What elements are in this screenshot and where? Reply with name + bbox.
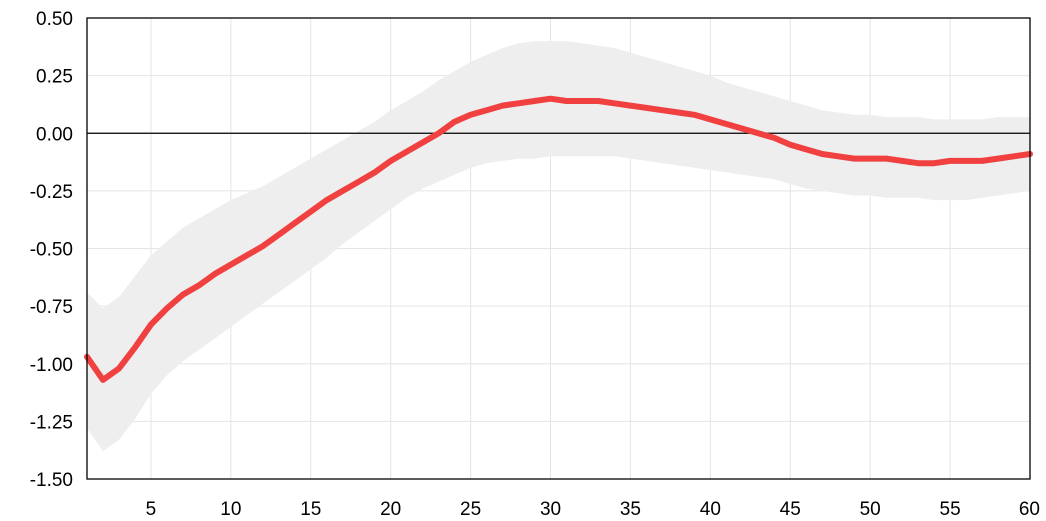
x-tick-label: 50 xyxy=(860,499,881,520)
y-tick-label: 0.25 xyxy=(36,67,73,88)
x-tick-label: 60 xyxy=(1019,499,1040,520)
y-tick-label: -1.25 xyxy=(30,412,73,433)
x-tick-label: 15 xyxy=(300,499,321,520)
x-tick-label: 20 xyxy=(380,499,401,520)
x-tick-label: 35 xyxy=(620,499,641,520)
x-tick-label: 40 xyxy=(700,499,721,520)
x-tick-label: 30 xyxy=(540,499,561,520)
x-tick-label: 10 xyxy=(220,499,241,520)
x-tick-label: 45 xyxy=(780,499,801,520)
x-tick-label: 5 xyxy=(146,499,157,520)
x-tick-label: 55 xyxy=(940,499,961,520)
y-axis-tick-labels: 0.50 0.25 0.00 -0.25 -0.50 -0.75 -1.00 -1.25 -1.… xyxy=(30,9,73,491)
y-tick-label: -0.75 xyxy=(30,297,73,318)
y-tick-label: 0.50 xyxy=(36,9,73,30)
y-tick-label: -1.00 xyxy=(30,355,73,376)
y-tick-label: -0.50 xyxy=(30,240,73,261)
y-tick-label: 0.00 xyxy=(36,124,73,145)
y-tick-label: -1.50 xyxy=(30,470,73,491)
x-axis-tick-labels: 5 10 15 20 25 30 35 40 45 50 55 60 xyxy=(146,499,1040,520)
y-tick-label: -0.25 xyxy=(30,182,73,203)
x-tick-label: 25 xyxy=(460,499,481,520)
